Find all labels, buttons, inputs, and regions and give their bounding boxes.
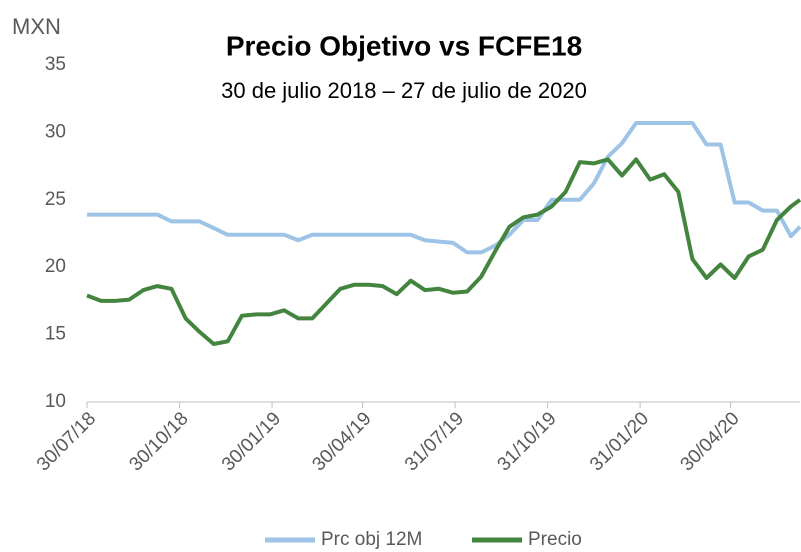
- x-tick-label: 30/07/18: [33, 408, 100, 475]
- y-axis-label: MXN: [12, 14, 61, 39]
- x-tick-label: 30/10/18: [125, 408, 192, 475]
- series-line: [86, 157, 801, 346]
- x-tick-label: 31/01/20: [586, 408, 653, 475]
- legend-label: Precio: [528, 529, 582, 550]
- y-tick-label: 30: [45, 121, 66, 142]
- x-tick-label: 30/04/19: [308, 408, 375, 475]
- y-tick-label: 35: [45, 54, 66, 75]
- series-line: [87, 121, 801, 255]
- legend-label: Prc obj 12M: [321, 529, 422, 550]
- x-tick-label: 30/04/20: [677, 408, 744, 475]
- chart-title: Precio Objetivo vs FCFE18: [226, 30, 582, 61]
- x-tick-label: 31/07/19: [401, 408, 468, 475]
- x-tick-label: 31/10/19: [494, 408, 561, 475]
- x-tick-label: 30/01/19: [218, 408, 285, 475]
- y-tick-label: 25: [45, 189, 66, 210]
- y-tick-label: 10: [45, 391, 66, 412]
- chart-subtitle: 30 de julio 2018 – 27 de julio de 2020: [221, 78, 587, 103]
- y-tick-label: 20: [45, 256, 66, 277]
- y-tick-label: 15: [45, 324, 66, 345]
